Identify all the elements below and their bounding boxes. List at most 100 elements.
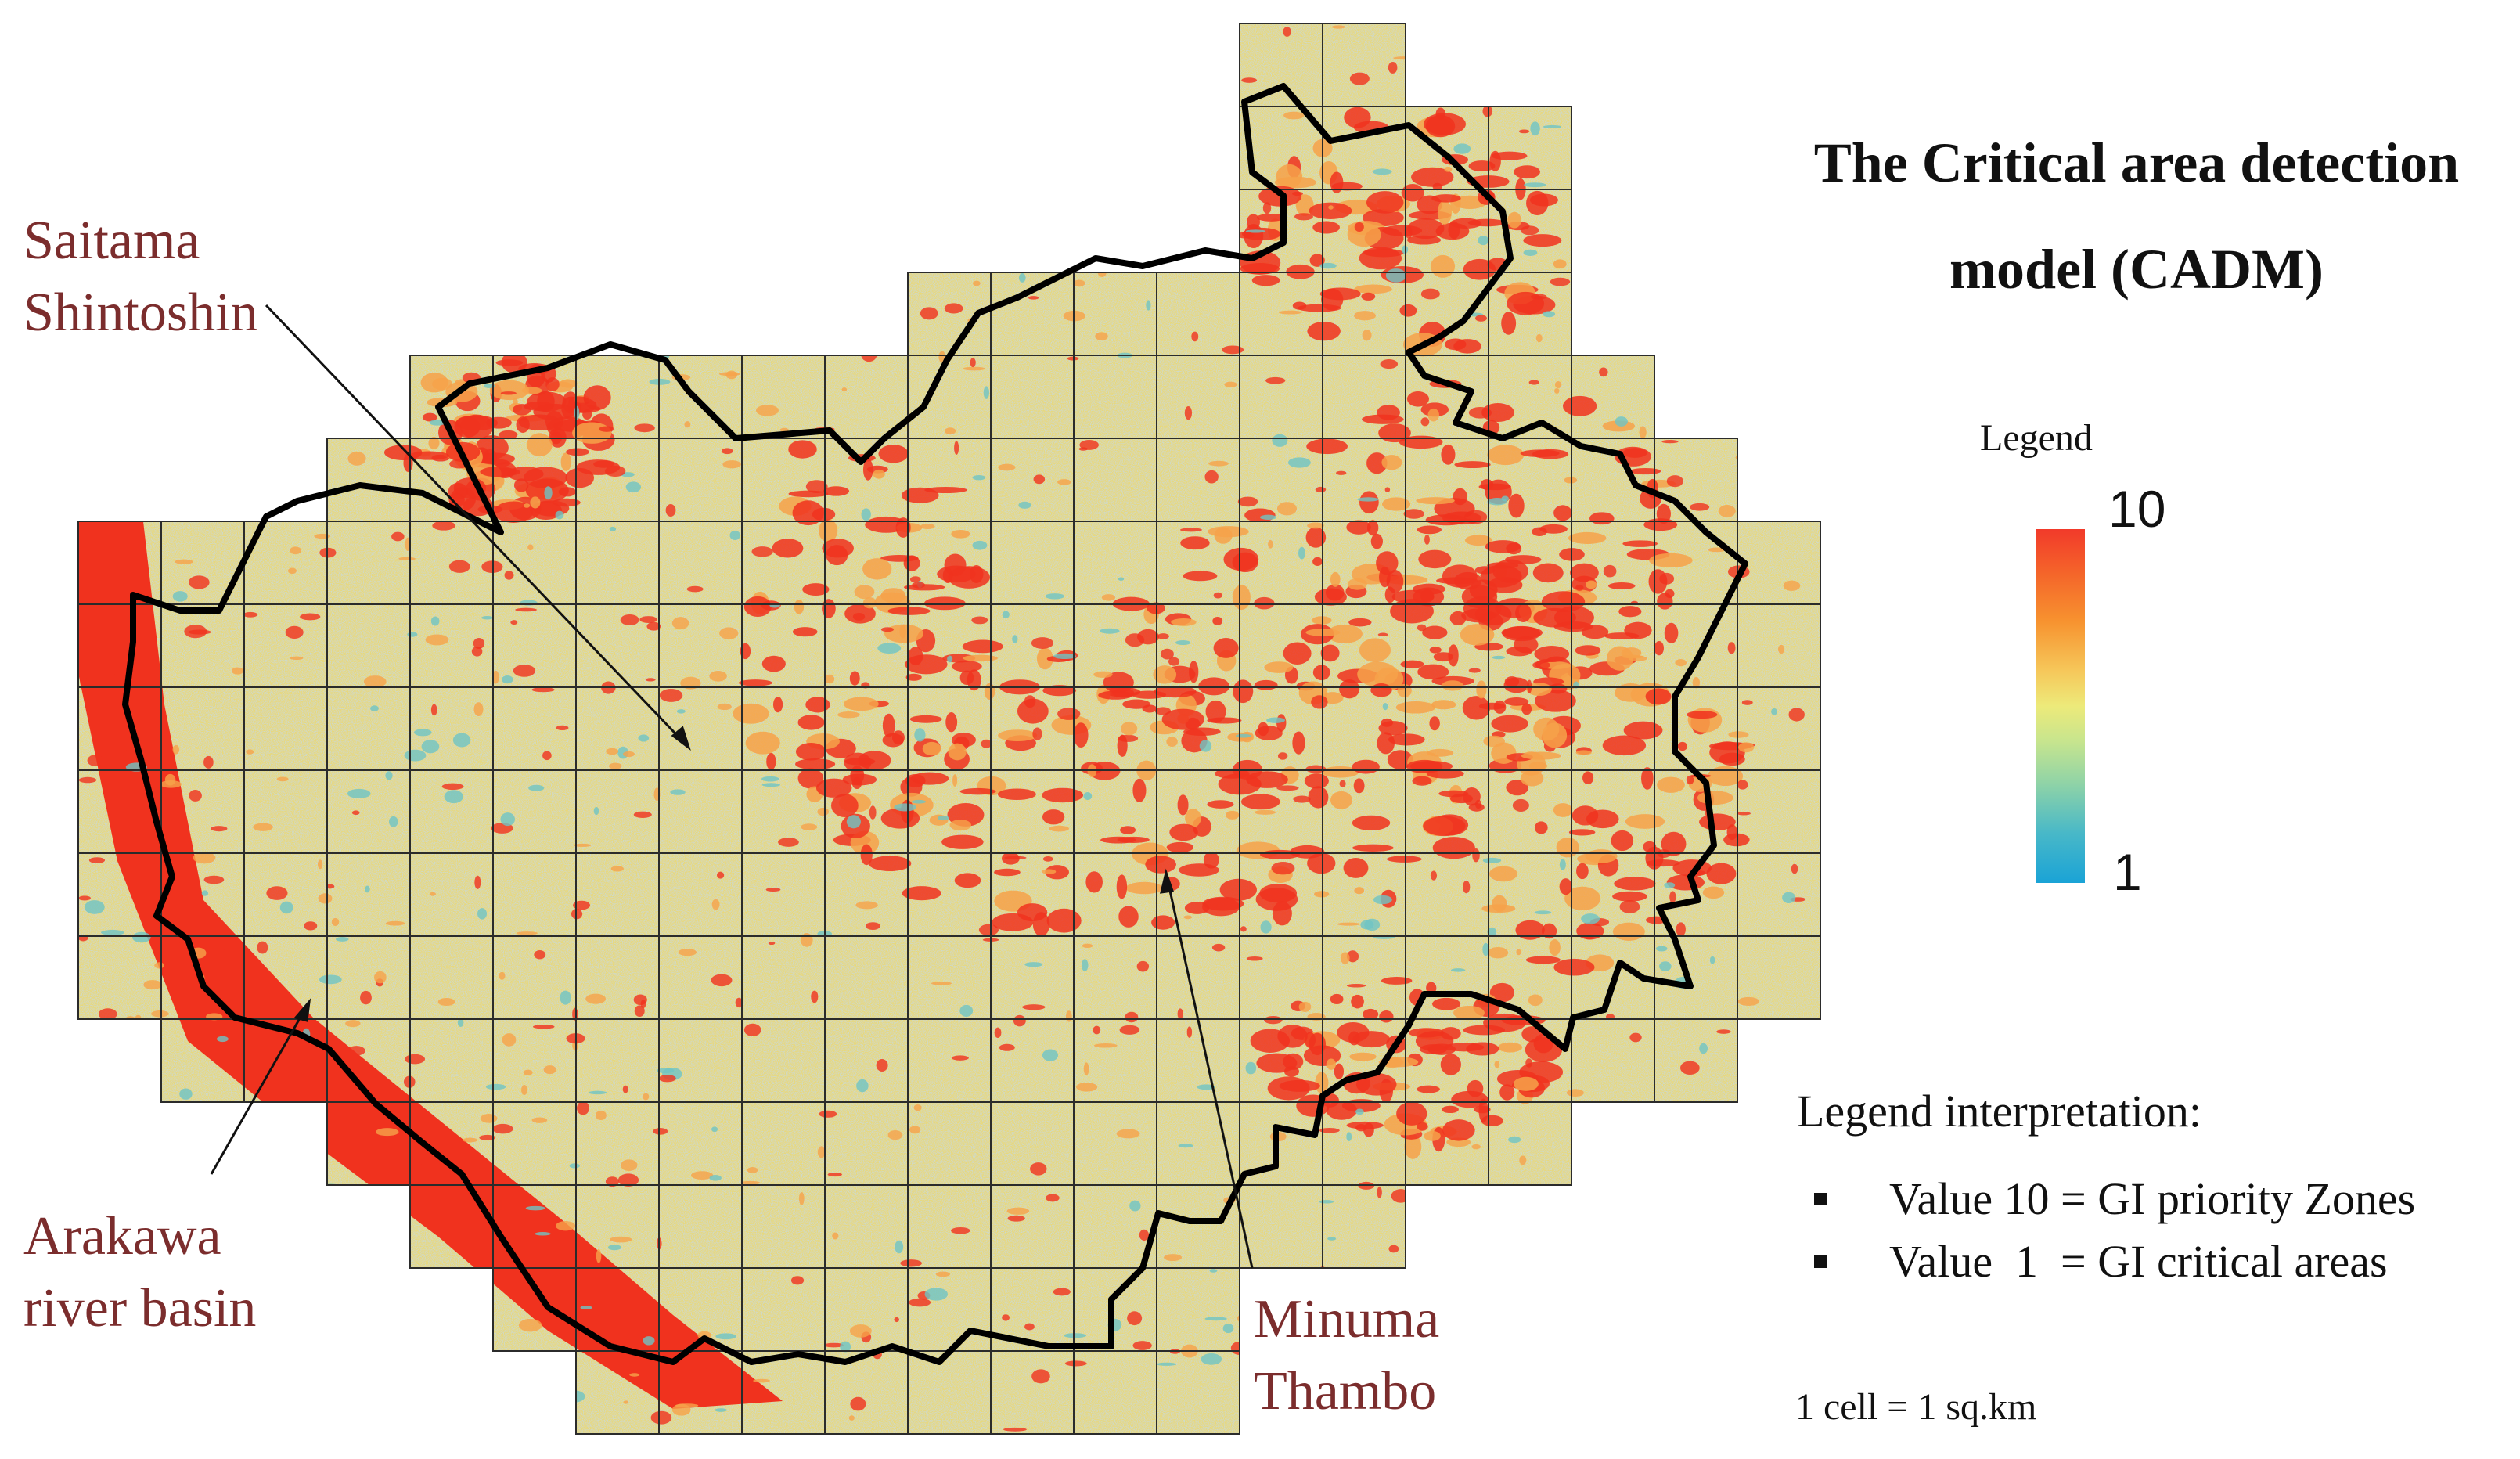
raster-patch bbox=[1363, 1122, 1374, 1137]
raster-patch bbox=[997, 788, 1036, 801]
raster-patch bbox=[607, 1245, 621, 1251]
raster-patch bbox=[1451, 1090, 1489, 1108]
raster-patch bbox=[1492, 655, 1506, 660]
raster-patch bbox=[751, 546, 773, 557]
raster-patch bbox=[300, 613, 321, 621]
raster-patch bbox=[257, 941, 268, 954]
raster-patch bbox=[1292, 191, 1304, 196]
raster-patch bbox=[1161, 708, 1204, 730]
raster-patch bbox=[1545, 1385, 1559, 1392]
raster-patch bbox=[1120, 826, 1136, 834]
raster-patch bbox=[1118, 734, 1139, 742]
raster-patch bbox=[1492, 559, 1528, 583]
raster-patch bbox=[1006, 1207, 1030, 1215]
raster-patch bbox=[354, 211, 373, 225]
raster-patch bbox=[1582, 771, 1594, 785]
raster-patch bbox=[430, 616, 440, 626]
raster-patch bbox=[1032, 727, 1042, 740]
raster-patch bbox=[1525, 956, 1561, 964]
raster-patch bbox=[1553, 803, 1573, 817]
raster-patch bbox=[1346, 950, 1359, 963]
raster-patch bbox=[959, 670, 974, 686]
raster-patch bbox=[1384, 487, 1391, 493]
raster-patch bbox=[1491, 715, 1528, 733]
raster-patch bbox=[1657, 776, 1685, 793]
raster-patch bbox=[376, 1128, 399, 1137]
raster-patch bbox=[678, 949, 697, 956]
raster-patch bbox=[1562, 395, 1597, 416]
raster-patch bbox=[795, 758, 836, 770]
raster-patch bbox=[1205, 211, 1224, 220]
raster-patch bbox=[358, 1208, 376, 1216]
raster-patch bbox=[1240, 926, 1247, 932]
raster-patch bbox=[1448, 221, 1460, 240]
raster-patch bbox=[1682, 220, 1703, 228]
cell-scale-note: 1 cell = 1 sq.km bbox=[1795, 1386, 2037, 1428]
raster-patch bbox=[1327, 624, 1363, 643]
raster-patch bbox=[658, 1075, 676, 1083]
raster-patch bbox=[1697, 1117, 1717, 1128]
raster-patch bbox=[1311, 695, 1328, 709]
raster-patch bbox=[1327, 1237, 1337, 1241]
raster-patch bbox=[524, 503, 531, 508]
raster-patch bbox=[761, 783, 780, 787]
raster-patch bbox=[1382, 702, 1388, 711]
raster-patch bbox=[264, 1400, 283, 1405]
raster-patch bbox=[1100, 836, 1136, 844]
raster-patch bbox=[365, 885, 370, 893]
raster-patch bbox=[516, 931, 538, 935]
raster-patch bbox=[1622, 540, 1658, 547]
raster-patch bbox=[655, 258, 674, 272]
raster-patch bbox=[485, 1083, 506, 1090]
raster-patch bbox=[448, 560, 470, 573]
raster-patch bbox=[1127, 1311, 1143, 1326]
raster-patch bbox=[1493, 700, 1507, 714]
raster-patch bbox=[1575, 1343, 1594, 1348]
leader-saitama-shintoshin bbox=[265, 304, 690, 749]
raster-patch bbox=[856, 1079, 869, 1093]
raster-patch bbox=[895, 1240, 904, 1254]
raster-patch bbox=[805, 697, 830, 713]
raster-patch bbox=[1049, 825, 1069, 832]
raster-patch bbox=[1692, 676, 1701, 689]
raster-patch bbox=[1380, 359, 1399, 369]
raster-patch bbox=[275, 1318, 297, 1329]
raster-patch bbox=[80, 675, 88, 689]
raster-patch bbox=[1294, 213, 1313, 221]
raster-patch bbox=[972, 474, 986, 481]
raster-patch bbox=[1340, 952, 1350, 964]
raster-patch bbox=[1510, 1410, 1522, 1423]
raster-patch bbox=[643, 1336, 655, 1346]
raster-patch bbox=[1463, 880, 1471, 894]
raster-patch bbox=[1202, 897, 1240, 917]
raster-patch bbox=[188, 575, 210, 589]
raster-patch bbox=[1213, 592, 1222, 599]
raster-patch bbox=[447, 330, 468, 344]
raster-patch bbox=[1651, 1308, 1672, 1321]
raster-patch bbox=[673, 45, 692, 55]
raster-patch bbox=[1334, 1063, 1345, 1079]
raster-patch bbox=[1521, 703, 1532, 715]
legend-interpretation-item: Value 1 = GI critical areas bbox=[1814, 1235, 2388, 1288]
raster-patch bbox=[920, 524, 935, 529]
raster-patch bbox=[1057, 708, 1081, 720]
leader-arrow-minuma bbox=[1160, 868, 1175, 894]
raster-patch bbox=[1535, 333, 1543, 343]
raster-patch bbox=[1304, 773, 1329, 789]
raster-patch bbox=[1357, 661, 1399, 687]
raster-patch bbox=[163, 1395, 182, 1410]
raster-patch bbox=[1553, 505, 1572, 521]
label-minuma-line1: Minuma bbox=[1254, 1289, 1440, 1349]
raster-patch bbox=[855, 901, 878, 910]
raster-patch bbox=[860, 844, 873, 866]
raster-patch bbox=[176, 874, 197, 878]
raster-patch bbox=[949, 820, 972, 831]
raster-patch bbox=[629, 1373, 640, 1377]
raster-patch bbox=[1689, 1111, 1705, 1116]
raster-patch bbox=[687, 1366, 707, 1374]
raster-patch bbox=[898, 136, 922, 147]
raster-patch bbox=[1319, 1127, 1340, 1133]
raster-patch bbox=[556, 1221, 576, 1231]
raster-patch bbox=[1427, 408, 1439, 422]
raster-patch bbox=[1442, 1119, 1475, 1141]
